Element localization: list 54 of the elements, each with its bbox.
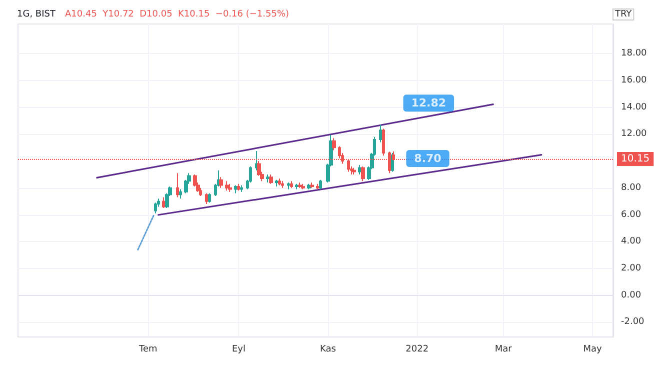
y-tick-label: 14.00	[621, 102, 648, 112]
candlestick	[281, 180, 284, 188]
candlestick	[307, 183, 311, 190]
candlestick	[266, 174, 270, 184]
chart-title: 1G, BIST	[17, 10, 56, 20]
candlestick	[298, 182, 302, 188]
candlestick	[255, 150, 258, 171]
candlestick	[358, 164, 362, 175]
candlestick	[379, 124, 382, 143]
y-tick-label: 8.00	[621, 182, 642, 193]
candlestick	[352, 167, 356, 175]
candlestick	[219, 176, 223, 188]
y-tick-label: 18.00	[621, 48, 648, 59]
candlestick	[319, 179, 322, 190]
candlestick	[287, 182, 290, 190]
y-tick-label: 2.00	[621, 263, 642, 274]
y-tick-label: 4.00	[621, 236, 642, 247]
candlestick	[208, 192, 211, 204]
y-axis-title: TRY	[614, 10, 632, 20]
candlestick	[301, 183, 305, 190]
ref-line-label: 10.15	[621, 154, 650, 165]
candlestick	[228, 183, 232, 192]
candlestick	[176, 172, 179, 198]
x-tick-label: Eyl	[232, 344, 246, 354]
candlestick	[278, 178, 281, 186]
x-tick-label: May	[583, 344, 603, 354]
annotation: 8.70	[414, 152, 442, 165]
candlestick	[275, 179, 279, 188]
candlestick	[290, 180, 293, 188]
annotation: 12.82	[411, 96, 446, 110]
candlestick	[361, 166, 365, 182]
x-tick-label: Mar	[494, 344, 512, 354]
candlestick	[332, 138, 336, 151]
candlestick	[154, 202, 157, 214]
x-tick-label: 2022	[406, 344, 429, 354]
x-tick-label: Tem	[138, 344, 158, 354]
y-tick-label: -2.00	[621, 317, 645, 328]
candlestick	[382, 128, 385, 156]
y-tick-label: 16.00	[621, 75, 648, 86]
y-tick-label: 0.00	[621, 290, 642, 300]
chart-subtitle: A10.45 Y10.72 D10.05 K10.15 −0.16 (−1.55%)	[65, 10, 290, 20]
candlestick	[240, 184, 243, 192]
candlestick	[225, 180, 229, 192]
candlestick	[205, 192, 208, 205]
candlestick	[310, 182, 314, 188]
y-tick-label: 12.00	[621, 129, 648, 140]
candlestick	[179, 188, 182, 200]
y-tick-label: 6.00	[621, 210, 642, 220]
x-tick-label: Kas	[320, 344, 336, 354]
candlestick	[316, 183, 319, 190]
candlestick	[295, 183, 299, 190]
candlestick	[237, 183, 240, 192]
candlestick	[269, 174, 273, 184]
candlestick	[234, 184, 238, 194]
